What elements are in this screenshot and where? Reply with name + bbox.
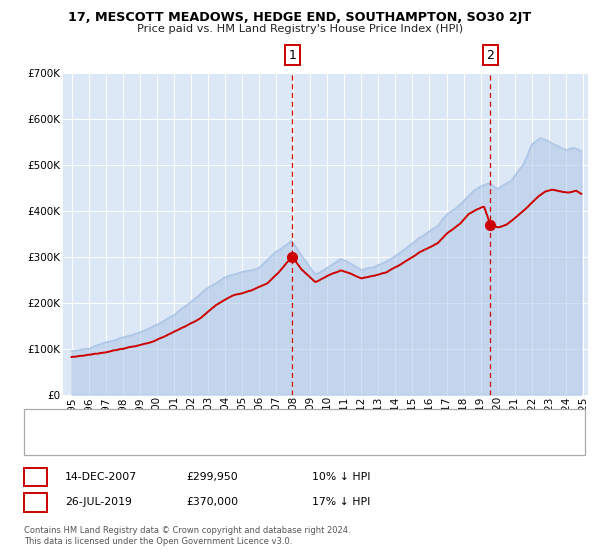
Text: £370,000: £370,000 [186, 497, 238, 507]
Text: ────: ──── [39, 436, 69, 449]
Text: ────: ──── [39, 415, 69, 428]
Text: HPI: Average price, detached house, Eastleigh: HPI: Average price, detached house, East… [93, 438, 319, 448]
Text: 1: 1 [32, 472, 39, 482]
Text: 14-DEC-2007: 14-DEC-2007 [65, 472, 137, 482]
Text: 1: 1 [289, 49, 296, 62]
Text: Price paid vs. HM Land Registry's House Price Index (HPI): Price paid vs. HM Land Registry's House … [137, 24, 463, 34]
Text: Contains HM Land Registry data © Crown copyright and database right 2024.
This d: Contains HM Land Registry data © Crown c… [24, 526, 350, 546]
Text: 17, MESCOTT MEADOWS, HEDGE END, SOUTHAMPTON, SO30 2JT (detached house): 17, MESCOTT MEADOWS, HEDGE END, SOUTHAMP… [93, 417, 501, 427]
Text: 26-JUL-2019: 26-JUL-2019 [65, 497, 131, 507]
Text: £299,950: £299,950 [186, 472, 238, 482]
Text: 2: 2 [486, 49, 494, 62]
Text: 10% ↓ HPI: 10% ↓ HPI [312, 472, 371, 482]
Text: 17% ↓ HPI: 17% ↓ HPI [312, 497, 370, 507]
Text: 2: 2 [32, 497, 39, 507]
Text: 17, MESCOTT MEADOWS, HEDGE END, SOUTHAMPTON, SO30 2JT: 17, MESCOTT MEADOWS, HEDGE END, SOUTHAMP… [68, 11, 532, 24]
